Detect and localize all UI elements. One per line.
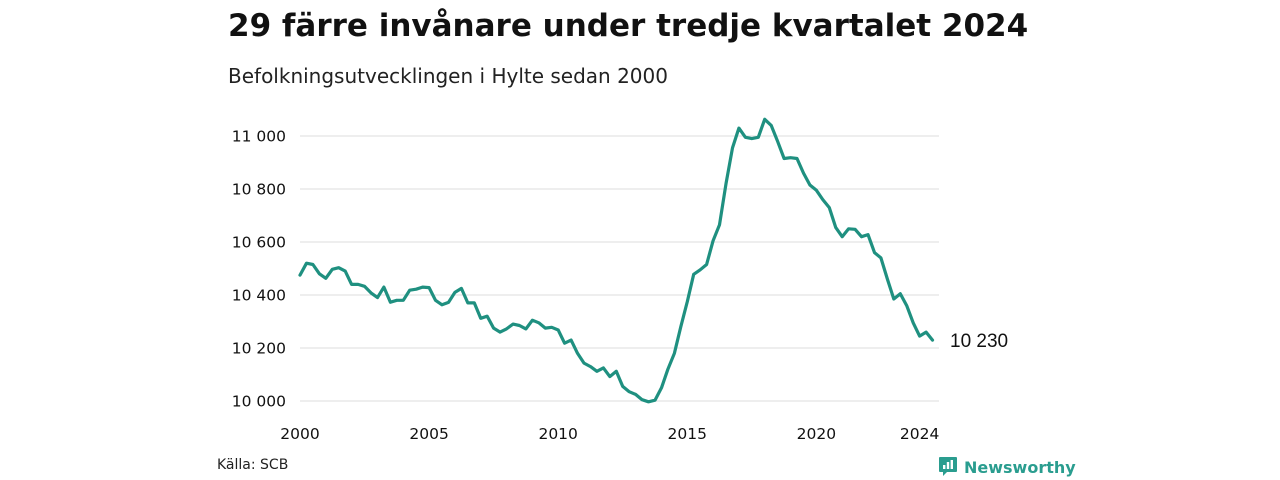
x-tick-label: 2024 xyxy=(900,425,939,443)
y-tick-label: 10 600 xyxy=(232,234,286,252)
newsworthy-logo-icon xyxy=(939,457,957,476)
series-layer xyxy=(298,117,935,404)
series-line-0 xyxy=(298,117,935,404)
x-tick-label: 2005 xyxy=(409,425,448,443)
x-tick-label: 2020 xyxy=(797,425,836,443)
x-tick-label: 2015 xyxy=(668,425,707,443)
end-value-label: 10 230 xyxy=(950,331,1008,352)
y-tick-label: 10 800 xyxy=(232,181,286,199)
chart-subtitle: Befolkningsutvecklingen i Hylte sedan 20… xyxy=(228,64,668,88)
y-tick-label: 11 000 xyxy=(232,128,286,146)
x-axis-ticks: 2000 2005 2010 2015 2020 2024 xyxy=(280,425,939,443)
x-tick-label: 2010 xyxy=(538,425,577,443)
y-tick-label: 10 000 xyxy=(232,393,286,411)
y-axis-ticks: 10 000 10 200 10 400 10 600 10 800 11 000 xyxy=(232,128,286,411)
source-note: Källa: SCB xyxy=(217,457,289,473)
chart-title: 29 färre invånare under tredje kvartalet… xyxy=(228,8,1029,44)
y-tick-label: 10 200 xyxy=(232,340,286,358)
x-tick-label: 2000 xyxy=(280,425,319,443)
brand-logo: Newsworthy xyxy=(938,456,1076,478)
y-tick-label: 10 400 xyxy=(232,287,286,305)
end-value-layer: 10 230 xyxy=(950,331,1008,352)
brand-name: Newsworthy xyxy=(964,457,1076,477)
chart-gridlines xyxy=(300,135,939,402)
